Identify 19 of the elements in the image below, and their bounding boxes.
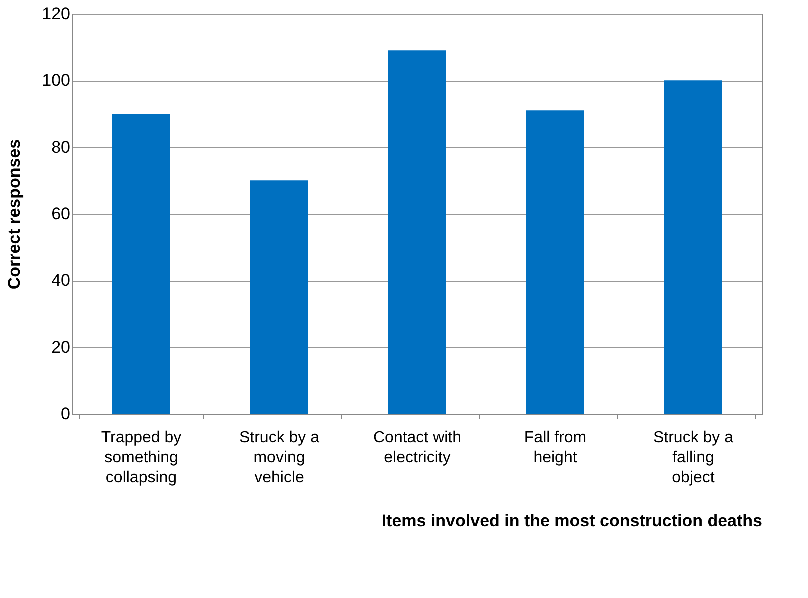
y-tick-label: 40 bbox=[52, 271, 70, 290]
x-tick-label: Fall from height bbox=[524, 430, 587, 466]
bar bbox=[664, 80, 722, 414]
bar bbox=[526, 110, 584, 414]
y-axis-title: Correct responses bbox=[5, 139, 24, 290]
y-tick-label: 60 bbox=[52, 204, 70, 224]
y-tick-label: 20 bbox=[52, 338, 70, 357]
bar bbox=[250, 180, 308, 414]
x-tick-label: Struck by a moving vehicle bbox=[239, 430, 320, 486]
y-tick-label: 80 bbox=[52, 138, 70, 157]
y-tick-label: 100 bbox=[42, 71, 70, 90]
y-tick-label: 0 bbox=[61, 404, 70, 424]
x-axis-title: Items involved in the most construction deaths bbox=[382, 512, 762, 530]
x-tick-label: Contact with electricity bbox=[373, 430, 462, 466]
bar bbox=[112, 114, 170, 414]
bar bbox=[388, 50, 446, 414]
y-tick-label: 120 bbox=[42, 4, 70, 24]
x-tick-label: Struck by a falling object bbox=[653, 430, 734, 486]
x-tick-label: Trapped by something collapsing bbox=[101, 430, 182, 486]
